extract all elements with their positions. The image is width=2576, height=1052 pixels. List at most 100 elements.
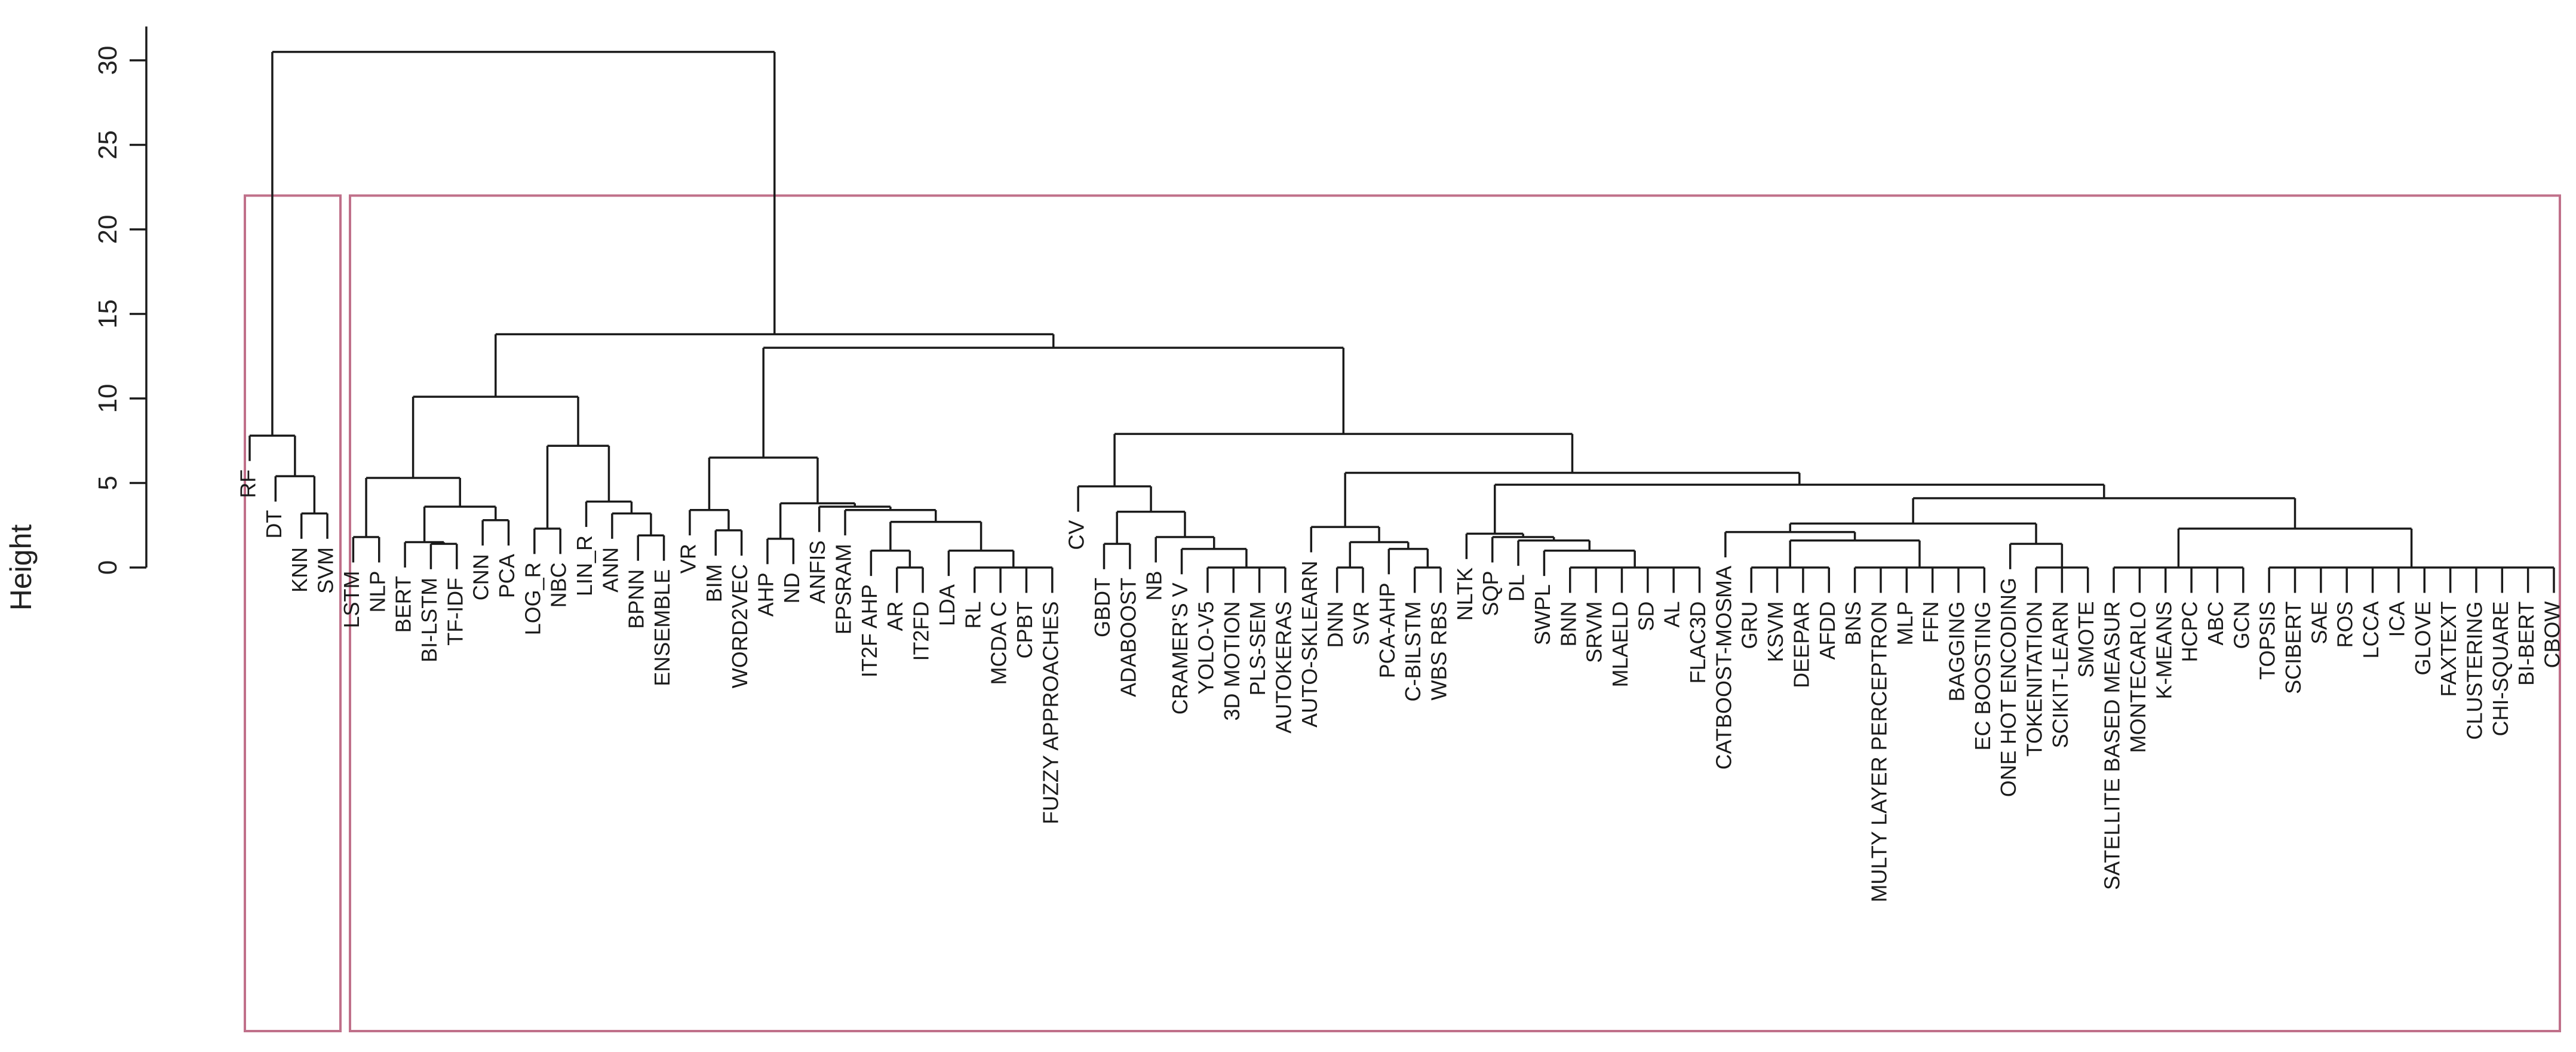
leaf-label: ONE HOT ENCODING: [1996, 578, 2021, 797]
leaf-label: NLTK: [1453, 568, 1477, 621]
cluster-boxes: [244, 194, 2561, 1032]
leaf-label: ANN: [598, 547, 622, 593]
leaf-label: EPSRAM: [831, 544, 856, 634]
leaf-label: PLS-SEM: [1245, 601, 1270, 695]
leaf-label: DNN: [1323, 601, 1347, 648]
y-axis-title: Height: [4, 525, 38, 611]
leaf-label: ICA: [2384, 601, 2409, 637]
leaf-label: MCDA C: [987, 601, 1011, 685]
leaf-label: BPNN: [624, 569, 649, 629]
leaf-label: MLAELD: [1608, 601, 1632, 687]
leaf-label: VR: [676, 544, 700, 573]
leaf-label: BNS: [1841, 601, 1865, 645]
leaf-label: HCPC: [2178, 601, 2202, 662]
leaf-label: GCN: [2229, 601, 2253, 649]
leaf-label: K-MEANS: [2151, 601, 2176, 699]
leaf-label: YOLO-V5: [1193, 601, 1218, 694]
leaf-label: FUZZY APPROACHES: [1038, 601, 1063, 824]
leaf-label: BIM: [702, 564, 726, 602]
y-tick-label: 30: [93, 46, 122, 75]
leaf-label: BI-LSTM: [417, 578, 441, 663]
leaf-label: LSTM: [339, 571, 364, 628]
leaf-label: WORD2VEC: [727, 564, 752, 688]
leaf-label: BAGGING: [1945, 601, 1969, 701]
y-axis: 0 5 10 15 20 25 30: [93, 26, 148, 575]
leaf-label: BNN: [1556, 601, 1580, 646]
leaf-label: SMOTE: [2074, 601, 2098, 677]
leaf-label: AUTOKERAS: [1271, 601, 1295, 733]
leaf-label: LDA: [935, 584, 959, 626]
leaf-label: CPBT: [1012, 601, 1037, 658]
leaf-label: SVR: [1349, 601, 1373, 645]
leaf-label: GRU: [1737, 601, 1762, 649]
leaf-label: SCIKIT-LEARN: [2048, 601, 2073, 748]
leaf-label: SATELLITE BASED MEASUR: [2100, 601, 2124, 890]
cluster-box-2: [349, 194, 2561, 1032]
y-tick-label: 0: [93, 560, 122, 575]
leaf-label: GBDT: [1090, 578, 1114, 637]
leaf-label: DT: [262, 510, 286, 539]
leaf-label: IT2F AHP: [857, 584, 882, 677]
leaf-label: DEEPAR: [1789, 601, 1813, 688]
leaf-label: LOG_R: [520, 562, 545, 635]
leaf-label: WBS RBS: [1427, 601, 1451, 700]
leaf-label: ENSEMBLE: [650, 569, 674, 686]
leaf-label: SCIBERT: [2281, 601, 2305, 694]
leaf-label: AFDD: [1815, 601, 1840, 660]
leaf-label: SAE: [2307, 601, 2331, 644]
leaf-label: SWPL: [1530, 584, 1555, 645]
leaf-label: CV: [1064, 520, 1089, 550]
leaf-label: BI-BERT: [2514, 601, 2538, 685]
leaf-label: ABC: [2203, 601, 2228, 645]
leaf-label: ADABOOST: [1116, 578, 1140, 697]
leaf-label: CBOW: [2540, 601, 2565, 668]
leaf-label: KNN: [287, 547, 312, 593]
leaf-label: AR: [883, 601, 907, 631]
leaf-label: SVM: [314, 547, 338, 594]
leaf-label: FFN: [1918, 601, 1943, 643]
leaf-label: AL: [1660, 601, 1684, 627]
leaf-label: DL: [1505, 574, 1529, 602]
leaf-label: PCA: [495, 554, 519, 598]
leaf-label: CRAMER'S V: [1168, 582, 1192, 714]
leaf-label: CATBOOST-MOSMA: [1711, 566, 1736, 769]
leaf-label: RL: [960, 601, 985, 628]
leaf-label: PCA-AHP: [1375, 582, 1399, 678]
leaf-label: RF: [236, 470, 260, 498]
leaf-label: TOPSIS: [2255, 601, 2280, 679]
cluster-box-1: [244, 194, 342, 1032]
y-tick-label: 10: [93, 384, 122, 413]
leaf-label: MULTY LAYER PERCEPTRON: [1866, 601, 1891, 902]
leaf-label: NBC: [546, 562, 571, 608]
leaf-label: NLP: [365, 571, 389, 613]
leaf-label: SRVM: [1582, 601, 1607, 663]
leaf-label: SD: [1634, 601, 1658, 631]
leaf-label: AUTO-SKLEARN: [1297, 561, 1322, 728]
leaf-label: EC BOOSTING: [1970, 601, 1995, 750]
leaf-label: NB: [1142, 571, 1166, 601]
leaf-label: MONTECARLO: [2126, 601, 2150, 753]
y-tick-label: 5: [93, 476, 122, 490]
leaf-label: LIN_R: [572, 535, 597, 596]
leaf-label: CHI-SQUARE: [2488, 601, 2513, 736]
leaf-label: BERT: [391, 576, 416, 633]
leaf-label: FLAC3D: [1685, 601, 1710, 683]
leaf-label: 3D MOTION: [1220, 601, 1244, 720]
leaf-label: MLP: [1893, 601, 1917, 645]
leaf-label: ROS: [2333, 601, 2357, 648]
leaf-label: KSVM: [1763, 601, 1788, 662]
leaf-label: C-BILSTM: [1401, 601, 1425, 701]
leaf-label: ANFIS: [805, 541, 830, 604]
y-tick-label: 15: [93, 299, 122, 329]
leaf-label: CLUSTERING: [2462, 601, 2486, 740]
leaf-label: CNN: [469, 554, 493, 600]
leaf-label: TF-IDF: [443, 578, 467, 646]
y-tick-label: 25: [93, 130, 122, 160]
leaf-label: SQP: [1478, 571, 1503, 617]
leaf-label: AHP: [753, 572, 778, 617]
leaf-label: LCCA: [2359, 601, 2383, 658]
leaf-label: FAXTEXT: [2436, 601, 2461, 697]
y-tick-label: 20: [93, 215, 122, 244]
